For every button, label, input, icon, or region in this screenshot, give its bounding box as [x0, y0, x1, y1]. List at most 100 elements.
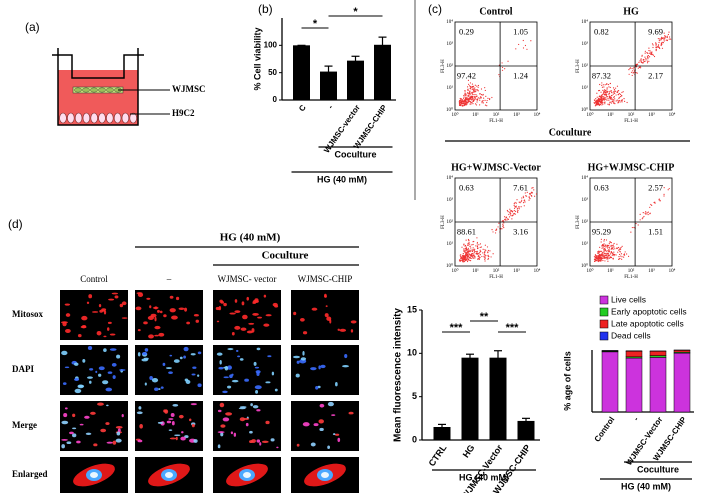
cell-blob: [237, 355, 241, 358]
event-dot: [485, 255, 487, 257]
event-dot: [603, 240, 605, 242]
event-dot: [468, 252, 470, 254]
event-dot: [605, 246, 607, 248]
event-dot: [608, 251, 610, 253]
event-dot: [478, 244, 480, 246]
event-dot: [528, 196, 530, 199]
event-dot: [603, 243, 605, 245]
event-dot: [599, 95, 602, 97]
cell-blob: [293, 355, 300, 359]
panel-label: (b): [258, 2, 273, 16]
nucleus-core: [243, 472, 251, 478]
cell-blob: [248, 322, 255, 325]
y-tick-label: 10³: [582, 41, 589, 47]
event-dot: [484, 89, 486, 92]
event-dot: [486, 246, 489, 248]
event-dot: [595, 98, 597, 100]
x-tick-label: 10³: [648, 112, 655, 118]
event-dot: [474, 84, 476, 86]
cell-blob: [168, 418, 174, 420]
event-dot: [478, 254, 480, 256]
cell-blob: [246, 296, 250, 301]
event-dot: [595, 101, 597, 103]
event-dot: [619, 250, 621, 252]
cell: [82, 87, 90, 93]
cell-blob: [138, 406, 142, 410]
event-dot: [609, 101, 611, 103]
event-dot: [597, 255, 599, 257]
event-dot: [624, 100, 626, 102]
event-dot: [658, 40, 660, 42]
scatter-cloud: [458, 187, 538, 263]
event-dot: [616, 243, 618, 245]
event-dot: [604, 103, 606, 105]
event-dot: [602, 84, 604, 86]
event-dot: [468, 259, 470, 261]
event-dot: [620, 246, 622, 249]
event-dot: [472, 247, 474, 249]
event-dot: [601, 86, 604, 88]
event-dot: [609, 82, 611, 85]
cell-blob: [240, 327, 247, 331]
event-dot: [602, 89, 604, 92]
bar-segment: [625, 357, 643, 413]
cell-blob: [154, 325, 161, 330]
cell-blob: [119, 303, 124, 308]
event-dot: [598, 250, 600, 252]
nucleus-core: [165, 472, 173, 478]
event-dot: [474, 91, 476, 93]
cell-blob: [115, 425, 123, 429]
y-tick-label: 10⁰: [446, 107, 453, 113]
event-dot: [461, 104, 463, 106]
cell-blob: [197, 374, 200, 377]
cell-blob: [144, 348, 149, 352]
cell-blob: [230, 431, 234, 435]
event-dot: [473, 93, 475, 96]
event-dot: [462, 97, 465, 99]
event-dot: [469, 257, 472, 259]
event-dot: [464, 94, 466, 96]
event-dot: [599, 99, 601, 101]
micrograph: [291, 345, 359, 395]
cell-blob: [74, 378, 80, 381]
legend-swatch: [599, 295, 609, 305]
cell-blob: [116, 354, 121, 359]
event-dot: [465, 95, 467, 97]
event-dot: [458, 101, 460, 103]
cell-blob: [141, 358, 149, 362]
event-dot: [612, 248, 614, 250]
cell-blob: [255, 389, 259, 394]
micrograph: [60, 345, 128, 395]
event-dot: [601, 94, 604, 96]
event-dot: [471, 101, 474, 103]
micrograph: [60, 401, 128, 451]
event-dot: [611, 247, 614, 249]
event-dot: [612, 258, 614, 260]
event-dot: [652, 53, 654, 55]
cell-blob: [231, 379, 239, 383]
x-axis-label: FL1-H: [624, 275, 638, 280]
cell-blob: [239, 417, 246, 422]
event-dot: [484, 251, 486, 253]
cell-blob: [233, 432, 237, 437]
event-dot: [626, 101, 628, 104]
event-dot: [639, 66, 641, 68]
cell-blob: [219, 402, 225, 408]
event-dot: [468, 254, 470, 256]
cell-blob: [84, 415, 90, 419]
event-dot: [602, 103, 604, 105]
event-dot: [610, 242, 612, 244]
event-dot: [618, 97, 620, 100]
x-tick-label: 10⁰: [451, 112, 458, 118]
cell-blob: [160, 386, 164, 389]
event-dot: [468, 240, 470, 242]
event-dot: [476, 99, 479, 101]
cell: [90, 112, 98, 124]
event-dot: [612, 99, 614, 101]
event-dot: [651, 204, 653, 206]
event-dot: [596, 100, 598, 102]
cell-blob: [103, 348, 107, 353]
event-dot: [648, 49, 650, 52]
event-dot: [667, 33, 670, 36]
event-dot: [652, 46, 654, 49]
